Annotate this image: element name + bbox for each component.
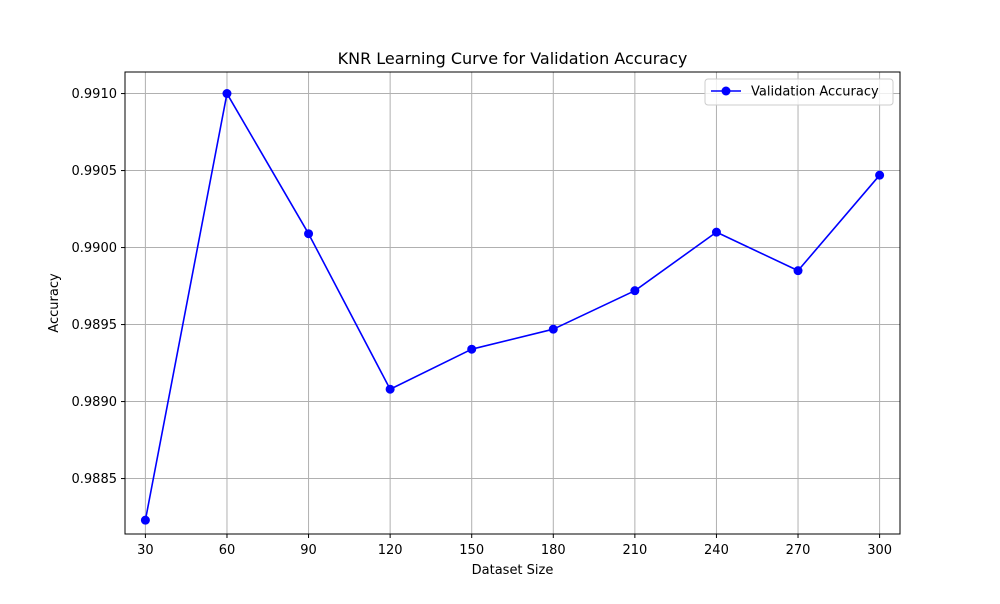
y-axis-label: Accuracy xyxy=(47,273,62,333)
data-point xyxy=(875,170,885,180)
data-point xyxy=(385,384,395,394)
data-point xyxy=(711,227,721,237)
data-point xyxy=(793,266,803,276)
x-tick-label: 270 xyxy=(786,543,811,558)
x-tick-label: 180 xyxy=(541,543,566,558)
legend: Validation Accuracy xyxy=(704,78,894,106)
x-tick-label: 300 xyxy=(867,543,892,558)
legend-label: Validation Accuracy xyxy=(751,85,879,100)
data-point xyxy=(630,286,640,296)
x-tick-label: 90 xyxy=(300,543,317,558)
series-layer xyxy=(140,89,885,525)
plot-frame xyxy=(124,71,901,535)
x-tick-label: 30 xyxy=(137,543,154,558)
x-tick-label: 240 xyxy=(704,543,729,558)
data-point xyxy=(140,515,150,525)
x-tick-label: 120 xyxy=(378,543,403,558)
data-point xyxy=(304,229,314,239)
y-tick-label: 0.9885 xyxy=(72,472,118,487)
chart-title: KNR Learning Curve for Validation Accura… xyxy=(338,49,688,68)
grid-layer xyxy=(125,72,900,534)
x-tick-label: 150 xyxy=(459,543,484,558)
legend-box xyxy=(704,78,894,106)
series-line-validation-accuracy xyxy=(144,92,881,521)
ticks-layer: 30 60 90 120 150 180 210 240 270 300 0.9885 0.9890 0… xyxy=(72,87,893,558)
data-point xyxy=(548,324,558,334)
data-point xyxy=(467,344,477,354)
y-tick-label: 0.9895 xyxy=(72,318,118,333)
y-tick-label: 0.9905 xyxy=(72,164,118,179)
data-point xyxy=(222,89,232,99)
x-tick-label: 210 xyxy=(622,543,647,558)
legend-marker-swatch xyxy=(721,86,731,96)
x-tick-label: 60 xyxy=(219,543,236,558)
y-tick-label: 0.9900 xyxy=(72,241,118,256)
x-axis-label: Dataset Size xyxy=(472,563,554,578)
y-tick-label: 0.9890 xyxy=(72,395,118,410)
y-tick-label: 0.9910 xyxy=(72,87,118,102)
